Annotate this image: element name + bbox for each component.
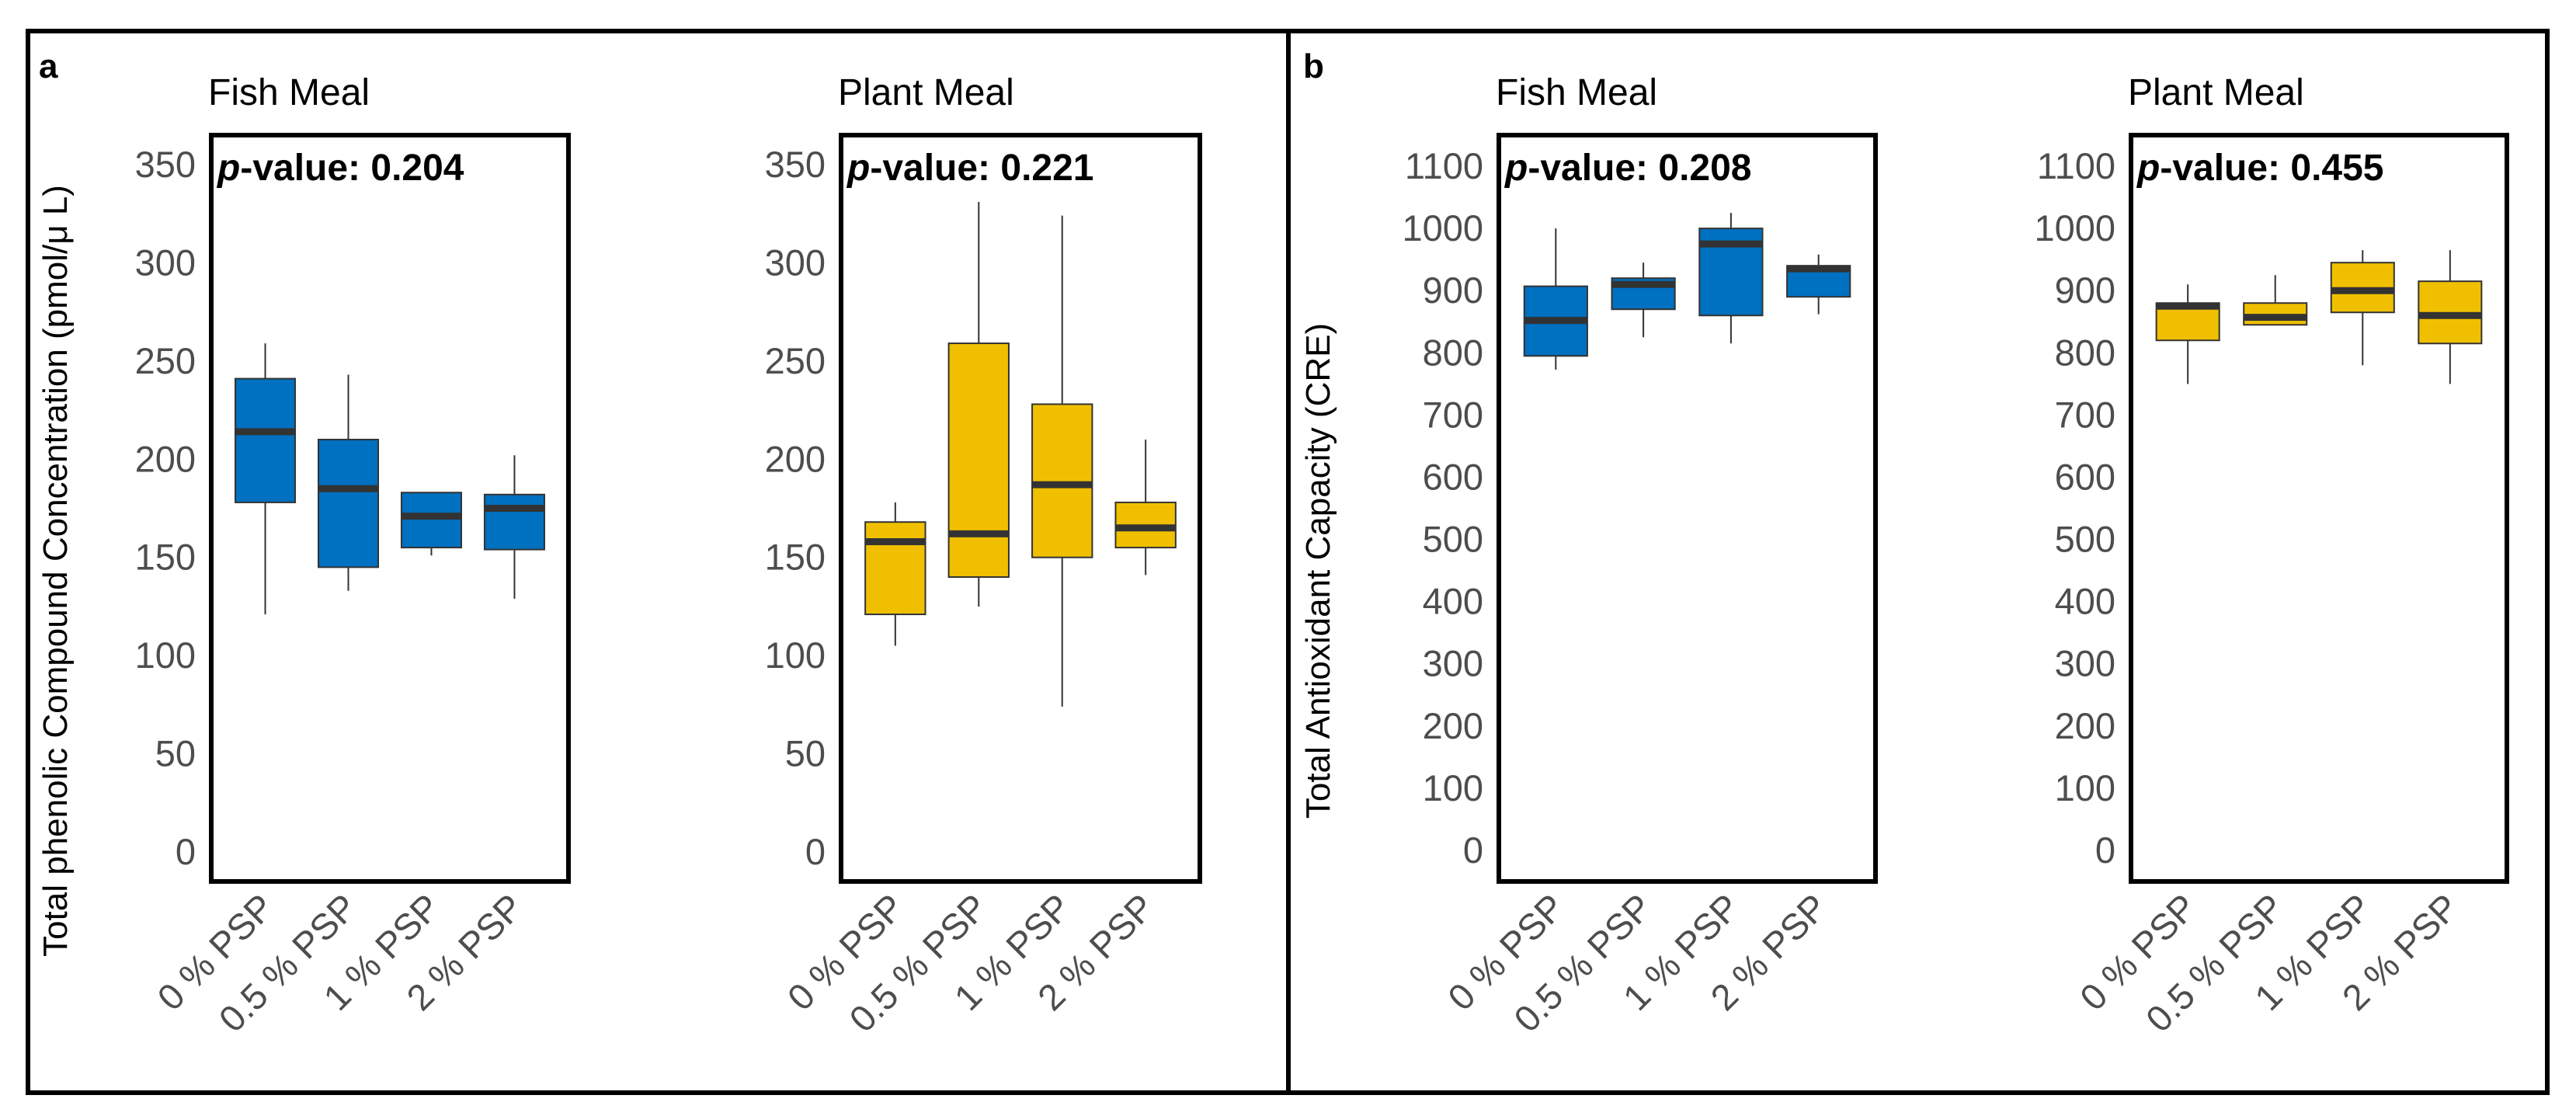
y-tick-label: 400 [2055,581,2115,622]
y-tick-label: 0 [805,831,826,872]
p-value-text: -value: 0.455 [2160,148,2383,189]
y-tick-label: 900 [1423,269,1483,311]
y-tick-label: 200 [765,438,826,479]
y-tick-label: 50 [785,733,826,774]
y-tick-label: 300 [1423,643,1483,684]
p-value-text: -value: 0.204 [240,148,464,189]
box-3 [1698,213,1764,344]
box-4 [1786,254,1851,315]
y-tick-label: 150 [135,537,196,578]
box-1 [2155,284,2220,384]
box-body [318,438,380,568]
y-tick-label: 800 [2055,332,2115,373]
subplot-title: Plant Meal [2128,72,2304,113]
box-body [235,377,297,503]
box-1 [864,502,926,646]
box-3 [400,492,462,556]
panel-a-ylabel: Total phenolic Compound Concentration (p… [37,185,75,957]
y-tick-label: 100 [135,634,196,676]
y-tick-label: 600 [1423,456,1483,497]
y-tick-label: 600 [2055,456,2115,497]
box-3 [2330,250,2395,366]
y-tick-label: 0 [1463,829,1483,871]
y-tick-label: 100 [765,634,826,676]
plot-frame [839,133,1202,884]
y-tick-label: 250 [765,340,826,381]
p-value-p: p [216,148,240,189]
y-tick-label: 0 [2095,829,2115,871]
box-2 [1611,262,1676,338]
y-tick-label: 300 [135,242,196,283]
plot-frame [209,133,571,884]
y-tick-label: 300 [2055,643,2115,684]
p-value-text: -value: 0.208 [1528,148,1751,189]
y-tick-label: 1000 [2034,207,2115,249]
panel-b-frame [1286,29,2550,1095]
y-tick-label: 50 [155,733,196,774]
panel-b-ylabel: Total Antioxidant Capacity (CRE) [1299,323,1337,819]
p-value-annotation: p-value: 0.221 [846,148,1094,189]
y-tick-label: 200 [135,438,196,479]
p-value-p: p [1504,148,1528,189]
p-value-p: p [2136,148,2160,189]
y-tick-label: 200 [1423,705,1483,746]
y-tick-label: 400 [1423,581,1483,622]
y-tick-label: 200 [2055,705,2115,746]
y-tick-label: 700 [1423,394,1483,435]
y-tick-label: 800 [1423,332,1483,373]
box-4 [1114,439,1177,575]
subplot-title: Plant Meal [838,72,1014,113]
y-tick-label: 250 [135,340,196,381]
y-tick-label: 700 [2055,394,2115,435]
box-1 [235,343,297,615]
box-body [400,492,462,549]
p-value-text: -value: 0.221 [870,148,1093,189]
box-2 [2243,275,2308,326]
box-1 [1523,228,1588,370]
panel-b-letter: b [1303,47,1324,85]
p-value-p: p [846,148,870,189]
box-body [947,342,1010,579]
box-body [1031,403,1093,558]
box-4 [483,455,545,599]
y-tick-label: 300 [765,242,826,283]
panel-a-letter: a [39,47,58,85]
y-tick-label: 150 [765,537,826,578]
box-2 [947,201,1010,607]
plot-frame [1497,133,1878,884]
y-tick-label: 100 [1423,767,1483,808]
p-value-annotation: p-value: 0.455 [2136,148,2384,189]
y-tick-label: 350 [765,144,826,185]
y-tick-label: 500 [2055,519,2115,560]
p-value-annotation: p-value: 0.208 [1504,148,1752,189]
y-tick-label: 500 [1423,519,1483,560]
y-tick-label: 1000 [1402,207,1483,249]
subplot-title: Fish Meal [1496,72,1657,113]
box-body [483,493,545,551]
p-value-annotation: p-value: 0.204 [216,148,464,189]
y-tick-label: 350 [135,144,196,185]
box-3 [1031,215,1093,707]
y-tick-label: 1100 [1405,145,1483,186]
y-tick-label: 1100 [2037,145,2115,186]
y-tick-label: 900 [2055,269,2115,311]
subplot-title: Fish Meal [208,72,370,113]
box-body [864,521,926,616]
plot-frame [2129,133,2509,884]
box-2 [318,374,380,591]
box-4 [2418,250,2483,384]
y-tick-label: 100 [2055,767,2115,808]
y-tick-label: 0 [176,831,196,872]
